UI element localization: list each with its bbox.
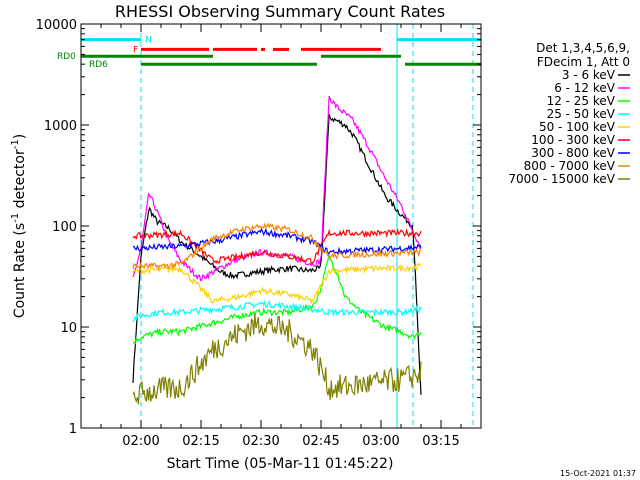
legend-title-2: FDecim 1, Att 0: [537, 55, 630, 69]
series-line-7: [132, 222, 422, 272]
chart-title: RHESSI Observing Summary Count Rates: [115, 2, 445, 21]
x-tick-label-3: 02:45: [302, 434, 339, 449]
legend-entry-2: 12 - 25 keV: [547, 94, 616, 108]
series-line-5: [132, 228, 422, 265]
series-line-2: [132, 254, 422, 345]
series-line-3: [132, 299, 422, 323]
y-axis-label: Count Rate (s-1 detector-1): [10, 134, 28, 318]
x-tick-label-2: 02:30: [242, 434, 279, 449]
legend-entry-0: 3 - 6 keV: [562, 68, 616, 82]
legend-entry-5: 100 - 300 keV: [531, 133, 615, 147]
legend-title-1: Det 1,3,4,5,6,9,: [536, 41, 630, 55]
legend-entry-4: 50 - 100 keV: [539, 120, 616, 134]
y-tick-label-1: 10: [60, 321, 77, 336]
series-line-4: [132, 262, 422, 305]
x-tick-label-5: 03:15: [422, 434, 459, 449]
x-tick-label-4: 03:00: [362, 434, 399, 449]
legend: Det 1,3,4,5,6,9, FDecim 1, Att 0 3 - 6 k…: [508, 41, 630, 186]
plot-area: NF RD0 RD6: [57, 24, 481, 428]
series-line-6: [133, 227, 422, 256]
legend-entry-7: 800 - 7000 keV: [524, 159, 616, 173]
y-tick-label-2: 100: [52, 220, 77, 235]
y-label-sup1: -1: [10, 213, 21, 223]
axes: 02:00 02:15 02:30 02:45 03:00 03:15 1 10 100 1000…: [36, 18, 482, 449]
flag-label-RD6: RD6: [89, 60, 108, 70]
x-axis-label: Start Time (05-Mar-11 01:45:22): [167, 456, 394, 472]
x-tick-label-1: 02:15: [182, 434, 219, 449]
legend-entry-8: 7000 - 15000 keV: [508, 172, 615, 186]
legend-entry-1: 6 - 12 keV: [554, 81, 616, 95]
y-tick-label-0: 1: [69, 422, 77, 437]
y-tick-label-4: 10000: [36, 18, 77, 33]
legend-entry-6: 300 - 800 keV: [531, 146, 615, 160]
y-tick-label-3: 1000: [44, 119, 77, 134]
timestamp: 15-Oct-2021 01:37: [560, 469, 636, 478]
flag-label-F: F: [133, 45, 138, 55]
x-tick-label-0: 02:00: [122, 434, 159, 449]
flag-label-RD0: RD0: [57, 52, 76, 62]
flag-label-N: N: [145, 36, 152, 46]
plot-inner: [81, 24, 481, 428]
y-label-sup2: -1: [10, 139, 21, 149]
series-line-0: [132, 114, 422, 395]
y-label-mid: detector: [12, 149, 28, 213]
series-line-8: [132, 313, 422, 405]
y-label-end: ): [12, 134, 28, 139]
y-label-main: Count Rate (s: [12, 223, 28, 318]
legend-entry-3: 25 - 50 keV: [547, 107, 616, 121]
